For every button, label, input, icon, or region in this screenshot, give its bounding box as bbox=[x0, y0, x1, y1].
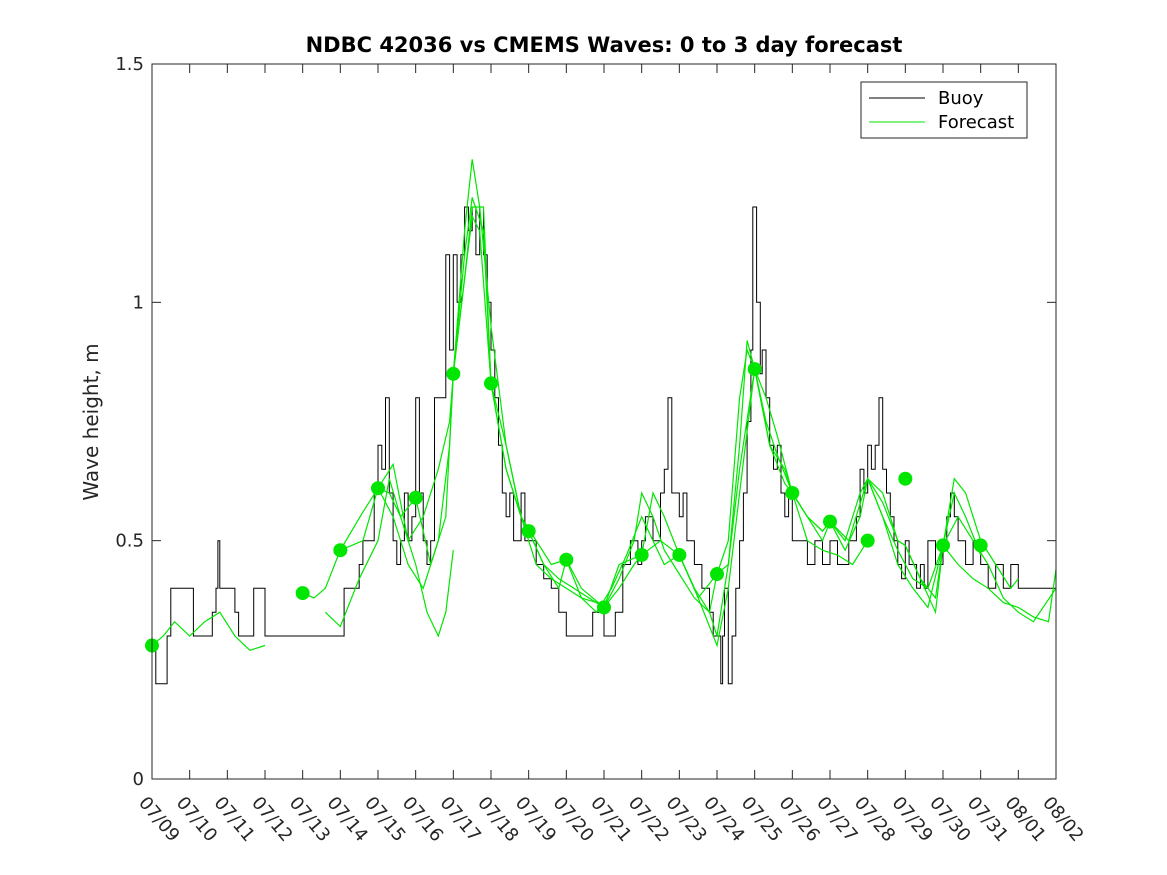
forecast-marker bbox=[634, 547, 649, 562]
y-tick-label: 0.5 bbox=[115, 531, 144, 552]
forecast-line bbox=[942, 545, 1057, 623]
y-tick-label: 0 bbox=[133, 769, 144, 790]
forecast-marker bbox=[898, 471, 913, 486]
legend-forecast-label: Forecast bbox=[938, 112, 1014, 133]
forecast-marker bbox=[484, 376, 498, 391]
y-tick-label: 1 bbox=[133, 292, 144, 313]
y-axis-label: Wave height, m bbox=[79, 343, 103, 500]
forecast-marker bbox=[295, 586, 310, 601]
forecast-series bbox=[145, 159, 1057, 653]
forecast-line bbox=[302, 487, 417, 599]
forecast-marker bbox=[936, 538, 950, 553]
forecast-line bbox=[867, 477, 1019, 609]
forecast-marker bbox=[747, 362, 762, 377]
forecast-line bbox=[791, 477, 944, 590]
forecast-marker bbox=[710, 567, 724, 582]
forecast-marker bbox=[973, 538, 988, 553]
forecast-line bbox=[324, 478, 454, 638]
forecast-marker bbox=[521, 524, 536, 539]
plot-area bbox=[152, 64, 1056, 779]
forecast-marker bbox=[559, 552, 574, 567]
legend-box bbox=[860, 81, 1028, 139]
forecast-marker bbox=[408, 490, 423, 505]
forecast-marker bbox=[333, 543, 348, 558]
forecast-marker bbox=[860, 533, 875, 548]
y-tick-label: 1.5 bbox=[115, 54, 144, 75]
legend-buoy-label: Buoy bbox=[938, 88, 984, 109]
forecast-marker bbox=[371, 481, 385, 496]
forecast-marker bbox=[446, 366, 461, 381]
forecast-line bbox=[490, 383, 643, 609]
forecast-marker bbox=[597, 600, 611, 615]
forecast-marker bbox=[672, 547, 687, 562]
forecast-line bbox=[151, 611, 266, 651]
legend: Buoy Forecast bbox=[860, 81, 1028, 139]
forecast-line bbox=[904, 515, 1057, 623]
forecast-line bbox=[716, 347, 869, 575]
chart-title: NDBC 42036 vs CMEMS Waves: 0 to 3 day fo… bbox=[306, 33, 903, 57]
forecast-marker bbox=[785, 486, 800, 500]
forecast-marker bbox=[823, 514, 837, 529]
